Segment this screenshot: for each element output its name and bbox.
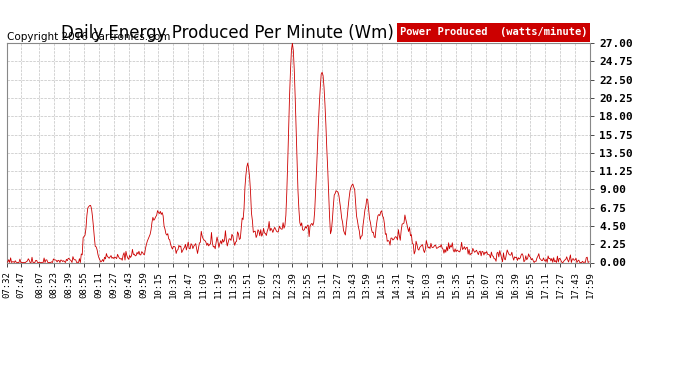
Text: Power Produced  (watts/minute): Power Produced (watts/minute) [400, 27, 587, 37]
Text: Copyright 2016 Cartronics.com: Copyright 2016 Cartronics.com [7, 32, 170, 42]
Title: Daily Energy Produced Per Minute (Wm) Fri Sep 30 18:05: Daily Energy Produced Per Minute (Wm) Fr… [61, 24, 535, 42]
